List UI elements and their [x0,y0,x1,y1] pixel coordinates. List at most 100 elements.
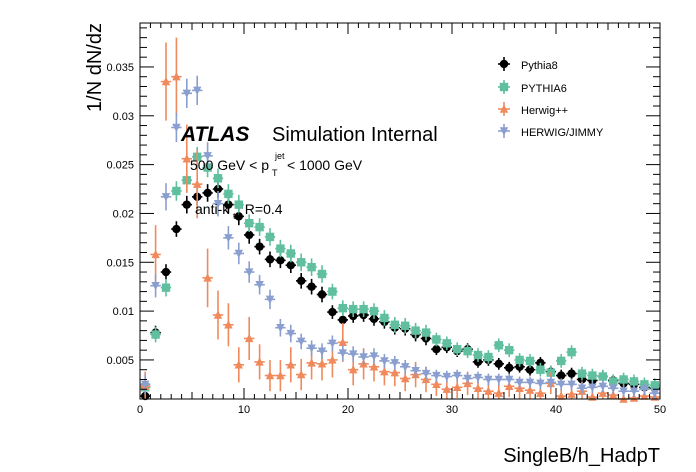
data-point [234,200,243,209]
data-point [567,380,576,390]
data-point [286,360,295,369]
data-point [567,389,576,398]
data-point [297,337,306,347]
data-point [307,358,316,367]
y-tick-label: 0.035 [106,62,134,74]
data-point [463,346,472,356]
data-point [317,359,327,368]
data-point [338,315,347,325]
data-point [505,345,514,355]
data-point [557,371,566,380]
data-point [172,123,181,133]
y-tick-label: 0.01 [113,306,134,318]
data-point [172,72,181,81]
data-point [317,290,327,299]
data-point [536,379,545,389]
data-point [421,328,431,337]
series-herwigpp [140,37,660,403]
data-point [473,350,483,360]
data-point [401,363,410,372]
data-point [276,256,285,265]
data-point [640,385,649,394]
data-point [463,374,472,384]
data-point [276,244,285,253]
data-point [161,193,171,202]
data-point [369,352,379,361]
data-point [390,359,399,368]
data-point [234,360,243,369]
legend-symbol [499,59,509,69]
pt-range-subscript: T [272,168,278,178]
data-point [234,249,243,259]
data-point [401,321,410,330]
x-tick-label: 0 [137,404,143,416]
legend-label-pythia8: Pythia8 [521,60,558,72]
data-point [286,329,295,339]
data-point [505,363,514,372]
pt-range-superscript: jet [274,151,285,161]
data-point [567,369,576,378]
data-point [536,388,545,397]
x-tick-label: 20 [342,404,354,416]
data-point [494,341,503,350]
jet-algorithm-suffix: , R=0.4 [237,201,283,217]
data-point [182,154,191,163]
data-point [307,262,316,272]
data-point [151,330,160,339]
x-tick-label: 10 [238,404,250,416]
data-point [203,273,212,282]
data-point [349,304,358,314]
data-point [598,382,607,392]
data-point [546,378,555,388]
legend-label-pythia6: PYTHIA6 [521,83,567,95]
data-point [536,365,545,374]
data-point [525,378,535,388]
data-point [515,378,524,388]
data-point [390,367,399,377]
data-point [172,186,181,196]
data-point [172,224,181,234]
data-point [182,200,191,209]
data-point [141,380,150,390]
data-point [577,384,587,393]
data-point [609,384,618,393]
legend-entry-herwigpp: Herwig++ [498,102,568,117]
x-tick-label: 30 [446,404,458,416]
data-point [557,380,566,390]
data-point [609,377,618,386]
data-point [525,365,535,374]
data-point [265,232,275,242]
data-point [151,249,160,259]
data-point [629,393,639,402]
data-point [297,276,306,286]
data-point [484,352,493,362]
data-point [224,234,233,243]
jet-algorithm-subscript: t [233,211,236,221]
data-point [349,365,358,374]
data-point [328,287,337,296]
data-point [494,388,503,397]
data-point [525,356,535,366]
data-point [473,383,483,392]
atlas-label: ATLAS [180,123,249,146]
pt-range-prefix: 500 GeV < p [190,157,269,173]
x-tick-label: 50 [654,404,666,416]
data-point [317,269,327,279]
data-point [286,249,295,258]
data-point [432,379,441,389]
data-point [359,353,368,362]
legend: Pythia8 PYTHIA6 Herwig++ HERWIG/JIMMY [498,57,604,139]
data-point [567,347,576,357]
data-point [494,375,503,385]
data-point [577,369,587,378]
data-point [609,390,618,399]
data-point [401,373,410,383]
data-point [442,339,451,348]
y-tick-label: 0.015 [106,257,134,269]
data-point [629,377,639,386]
data-point [453,382,462,391]
data-point [380,366,389,376]
data-point [213,199,223,209]
jet-algorithm-prefix: anti-k [195,201,230,217]
legend-entry-herwig-jimmy: HERWIG/JIMMY [498,124,604,139]
